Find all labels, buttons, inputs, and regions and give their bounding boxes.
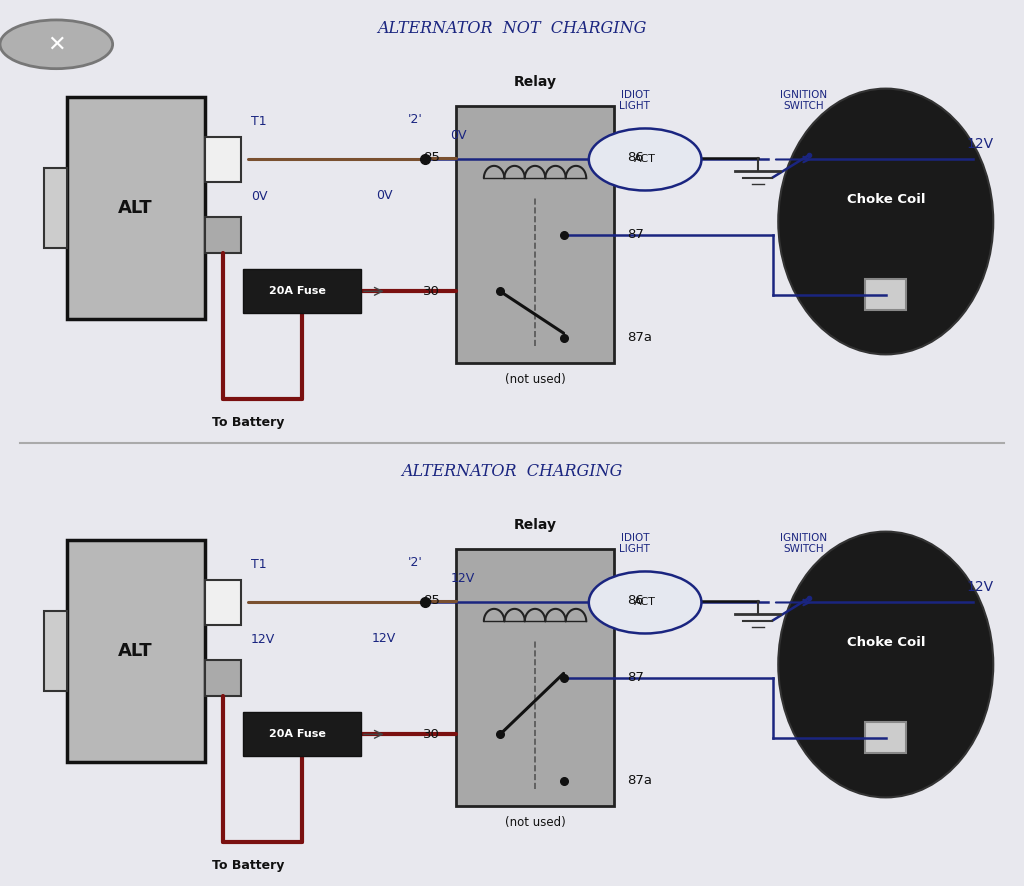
FancyBboxPatch shape (67, 540, 205, 762)
Text: Choke Coil: Choke Coil (847, 636, 925, 649)
FancyBboxPatch shape (205, 217, 241, 253)
Text: 0V: 0V (376, 189, 392, 202)
Text: 87: 87 (627, 672, 643, 684)
Text: IGNITION
SWITCH: IGNITION SWITCH (780, 90, 827, 111)
Text: 12V: 12V (967, 579, 993, 594)
Text: 12V: 12V (251, 633, 275, 647)
Ellipse shape (778, 89, 993, 354)
Text: (not used): (not used) (505, 816, 565, 829)
Text: ACT: ACT (634, 597, 656, 608)
Ellipse shape (589, 571, 701, 633)
Text: ✕: ✕ (47, 35, 66, 54)
Text: ALT: ALT (119, 199, 153, 217)
Text: 30: 30 (424, 727, 440, 741)
Ellipse shape (589, 128, 701, 190)
Text: Relay: Relay (514, 517, 556, 532)
Text: 87a: 87a (627, 331, 651, 344)
FancyBboxPatch shape (244, 269, 360, 314)
Text: 87a: 87a (627, 774, 651, 787)
Text: 87: 87 (627, 229, 643, 241)
Text: 85: 85 (424, 152, 440, 164)
Text: 30: 30 (424, 284, 440, 298)
FancyBboxPatch shape (865, 722, 906, 753)
Text: 86: 86 (627, 595, 643, 607)
Text: 85: 85 (424, 595, 440, 607)
Text: ALTERNATOR  CHARGING: ALTERNATOR CHARGING (401, 462, 623, 480)
Text: IDIOT
LIGHT: IDIOT LIGHT (620, 533, 650, 554)
Text: Relay: Relay (514, 74, 556, 89)
Text: 12V: 12V (967, 136, 993, 151)
Text: To Battery: To Battery (213, 859, 285, 873)
Text: ALTERNATOR  NOT  CHARGING: ALTERNATOR NOT CHARGING (377, 20, 647, 37)
FancyBboxPatch shape (44, 611, 67, 691)
Text: '2': '2' (408, 113, 422, 127)
Text: 0V: 0V (251, 190, 267, 204)
FancyBboxPatch shape (67, 97, 205, 319)
Text: '2': '2' (408, 556, 422, 570)
Text: 20A Fuse: 20A Fuse (268, 729, 326, 739)
Text: 12V: 12V (372, 632, 396, 645)
FancyBboxPatch shape (44, 168, 67, 248)
Text: ALT: ALT (119, 642, 153, 660)
Ellipse shape (778, 532, 993, 797)
Text: 86: 86 (627, 152, 643, 164)
FancyBboxPatch shape (205, 137, 241, 182)
FancyBboxPatch shape (244, 712, 360, 757)
Text: 12V: 12V (451, 571, 475, 585)
Text: 20A Fuse: 20A Fuse (268, 286, 326, 296)
FancyBboxPatch shape (456, 106, 614, 363)
Text: Choke Coil: Choke Coil (847, 193, 925, 206)
Circle shape (0, 20, 113, 69)
FancyBboxPatch shape (865, 279, 906, 310)
Text: IGNITION
SWITCH: IGNITION SWITCH (780, 533, 827, 554)
Text: IDIOT
LIGHT: IDIOT LIGHT (620, 90, 650, 111)
Text: To Battery: To Battery (213, 416, 285, 430)
Text: (not used): (not used) (505, 373, 565, 386)
Text: 0V: 0V (451, 128, 467, 142)
Text: T1: T1 (251, 115, 266, 128)
FancyBboxPatch shape (205, 580, 241, 625)
FancyBboxPatch shape (456, 549, 614, 806)
Text: ACT: ACT (634, 154, 656, 165)
FancyBboxPatch shape (205, 660, 241, 696)
Text: T1: T1 (251, 558, 266, 571)
